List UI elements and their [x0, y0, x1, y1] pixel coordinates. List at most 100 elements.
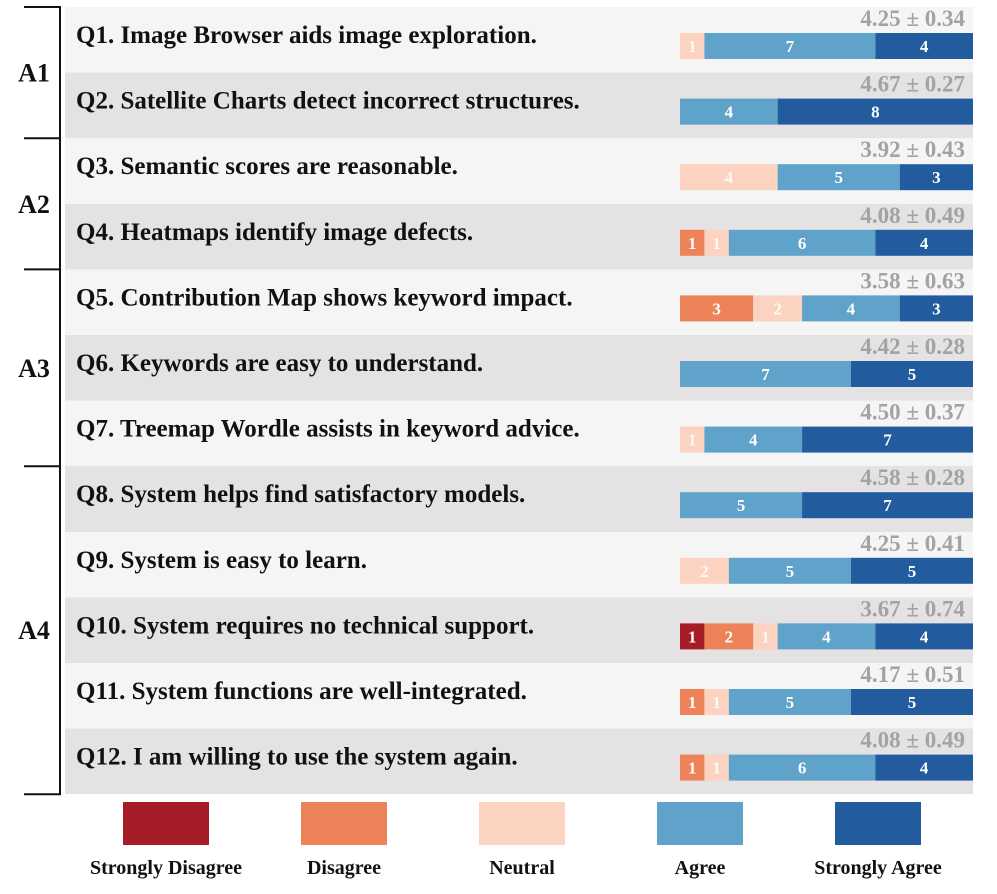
segment-count-label: 8	[871, 103, 880, 122]
question-text: Q9. System is easy to learn.	[76, 547, 367, 574]
segment-count-label: 7	[761, 365, 770, 384]
bar-segment-agree	[728, 557, 851, 584]
mean-sd-label: 4.08 ± 0.49	[860, 203, 965, 228]
question-row: Q5. Contribution Map shows keyword impac…	[65, 268, 973, 335]
bar-segment-agree	[704, 33, 876, 59]
segment-count-label: 3	[932, 168, 941, 187]
segment-count-label: 5	[908, 562, 917, 581]
segment-count-label: 3	[932, 299, 941, 318]
segment-count-label: 4	[725, 103, 734, 122]
question-text: Q3. Semantic scores are reasonable.	[76, 153, 458, 180]
segment-count-label: 3	[712, 299, 721, 318]
mean-sd-label: 4.25 ± 0.41	[860, 531, 965, 556]
segment-count-label: 6	[798, 759, 807, 778]
segment-count-label: 5	[737, 496, 746, 515]
question-text: Q11. System functions are well-integrate…	[76, 678, 527, 705]
mean-sd-label: 3.92 ± 0.43	[860, 137, 965, 162]
segment-count-label: 1	[688, 693, 697, 712]
question-row: Q4. Heatmaps identify image defects. 4.08…	[65, 203, 973, 270]
bar-segment-neutral	[680, 33, 705, 59]
bar-segment-strongly-agree	[802, 492, 973, 519]
legend-swatch	[657, 802, 743, 845]
segment-count-label: 2	[773, 299, 782, 318]
bar-segment-neutral	[704, 229, 729, 256]
bar-segment-strongly-agree	[875, 623, 973, 650]
question-text: Q4. Heatmaps identify image defects.	[76, 219, 473, 246]
bar-segment-strongly-agree	[850, 557, 973, 584]
mean-sd-label: 3.67 ± 0.74	[860, 596, 965, 621]
segment-count-label: 4	[749, 431, 758, 450]
bar-segment-agree	[777, 623, 876, 650]
bar-segment-disagree	[704, 623, 754, 650]
bar-segment-disagree	[680, 689, 705, 715]
segment-count-label: 7	[883, 496, 892, 515]
question-text: Q10. System requires no technical suppor…	[76, 612, 534, 639]
segment-count-label: 7	[786, 37, 795, 56]
segment-count-label: 5	[786, 693, 795, 712]
bar-segment-neutral	[704, 754, 729, 781]
bar-segment-agree	[680, 98, 778, 125]
group-label: A3	[18, 354, 50, 383]
question-row: Q8. System helps find satisfactory model…	[65, 465, 973, 532]
group-bracket: A1	[18, 6, 61, 139]
bar-segment-disagree	[680, 754, 705, 781]
legend-item: Neutral	[479, 802, 565, 879]
group-bracket: A3	[18, 268, 61, 467]
legend-label: Strongly Agree	[814, 857, 942, 879]
question-row: Q6. Keywords are easy to understand. 4.42…	[65, 334, 973, 401]
legend-item: Strongly Disagree	[90, 802, 242, 879]
bar-segment-neutral	[753, 623, 778, 650]
mean-sd-label: 4.42 ± 0.28	[860, 334, 965, 359]
bar-segment-strongly-agree	[802, 426, 973, 453]
bar-segment-neutral	[680, 164, 778, 191]
bar-segment-strongly-disagree	[680, 623, 705, 650]
segment-count-label: 1	[688, 234, 697, 253]
mean-sd-label: 4.25 ± 0.34	[860, 6, 965, 31]
mean-sd-label: 4.08 ± 0.49	[860, 728, 965, 753]
bar-segment-agree	[680, 361, 851, 387]
bar-segment-agree	[728, 754, 876, 781]
segment-count-label: 2	[725, 627, 734, 646]
question-rows: Q1. Image Browser aids image exploration…	[65, 6, 973, 795]
group-brackets: A1 A2 A3 A4	[18, 6, 61, 796]
bar-segment-neutral	[680, 426, 705, 453]
bar-segment-agree	[777, 164, 900, 191]
bar-segment-agree	[728, 689, 851, 715]
segment-count-label: 2	[700, 562, 709, 581]
segment-count-label: 4	[920, 234, 929, 253]
segment-count-label: 1	[761, 627, 770, 646]
segment-count-label: 1	[688, 37, 697, 56]
segment-count-label: 4	[725, 168, 734, 187]
group-bracket: A2	[18, 137, 61, 270]
question-text: Q7. Treemap Wordle assists in keyword ad…	[76, 416, 580, 443]
question-text: Q6. Keywords are easy to understand.	[76, 350, 483, 377]
question-text: Q8. System helps find satisfactory model…	[76, 481, 525, 508]
mean-sd-label: 4.67 ± 0.27	[860, 72, 965, 97]
segment-count-label: 5	[908, 365, 917, 384]
segment-count-label: 4	[847, 299, 856, 318]
segment-count-label: 1	[712, 234, 721, 253]
segment-count-label: 5	[834, 168, 843, 187]
question-row: Q12. I am willing to use the system agai…	[65, 728, 973, 795]
question-row: Q2. Satellite Charts detect incorrect st…	[65, 72, 973, 139]
question-row: Q1. Image Browser aids image exploration…	[65, 6, 973, 73]
bar-segment-strongly-agree	[850, 689, 973, 715]
segment-count-label: 5	[908, 693, 917, 712]
bar-segment-agree	[704, 426, 803, 453]
question-row: Q9. System is easy to learn. 4.25 ± 0.41 2…	[65, 531, 973, 598]
question-row: Q11. System functions are well-integrate…	[65, 662, 973, 729]
segment-count-label: 1	[688, 431, 697, 450]
question-row: Q3. Semantic scores are reasonable. 3.92 …	[65, 137, 973, 204]
legend: Strongly Disagree Disagree Neutral Agree Str…	[90, 802, 942, 879]
question-text: Q12. I am willing to use the system agai…	[76, 744, 518, 771]
bar-segment-strongly-agree	[875, 33, 973, 59]
bar-segment-strongly-agree	[875, 754, 973, 781]
bar-segment-strongly-agree	[875, 229, 973, 256]
segment-count-label: 1	[712, 693, 721, 712]
legend-item: Strongly Agree	[814, 802, 942, 879]
question-text: Q5. Contribution Map shows keyword impac…	[76, 284, 573, 311]
group-label: A4	[18, 616, 50, 645]
segment-count-label: 4	[920, 627, 929, 646]
bar-segment-neutral	[704, 689, 729, 715]
